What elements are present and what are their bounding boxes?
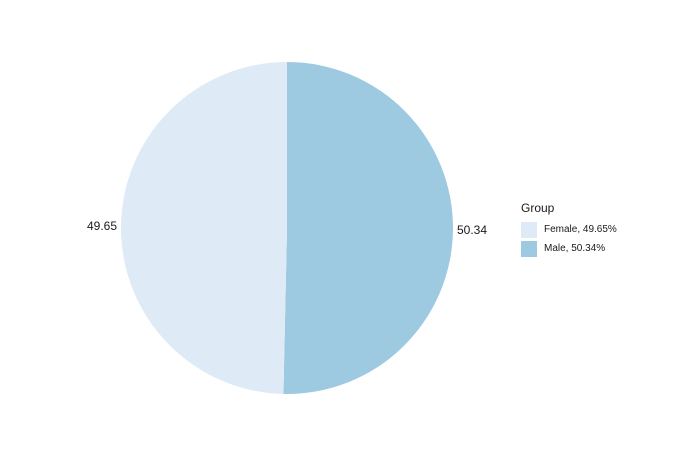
legend-swatch-male <box>521 240 537 257</box>
legend-label-male: Male, 50.34% <box>544 242 606 254</box>
slice-label-male: 50.34 <box>457 223 487 237</box>
legend: Group Female, 49.65% Male, 50.34% <box>521 201 661 259</box>
slice-label-female: 49.65 <box>87 219 117 233</box>
legend-label-female: Female, 49.65% <box>544 223 617 235</box>
legend-item-male: Male, 50.34% <box>521 240 661 257</box>
legend-item-female: Female, 49.65% <box>521 221 661 238</box>
pie-slice-female <box>121 62 287 394</box>
pie-slice-male <box>283 62 454 394</box>
legend-title: Group <box>521 201 555 215</box>
legend-swatch-female <box>521 221 537 238</box>
